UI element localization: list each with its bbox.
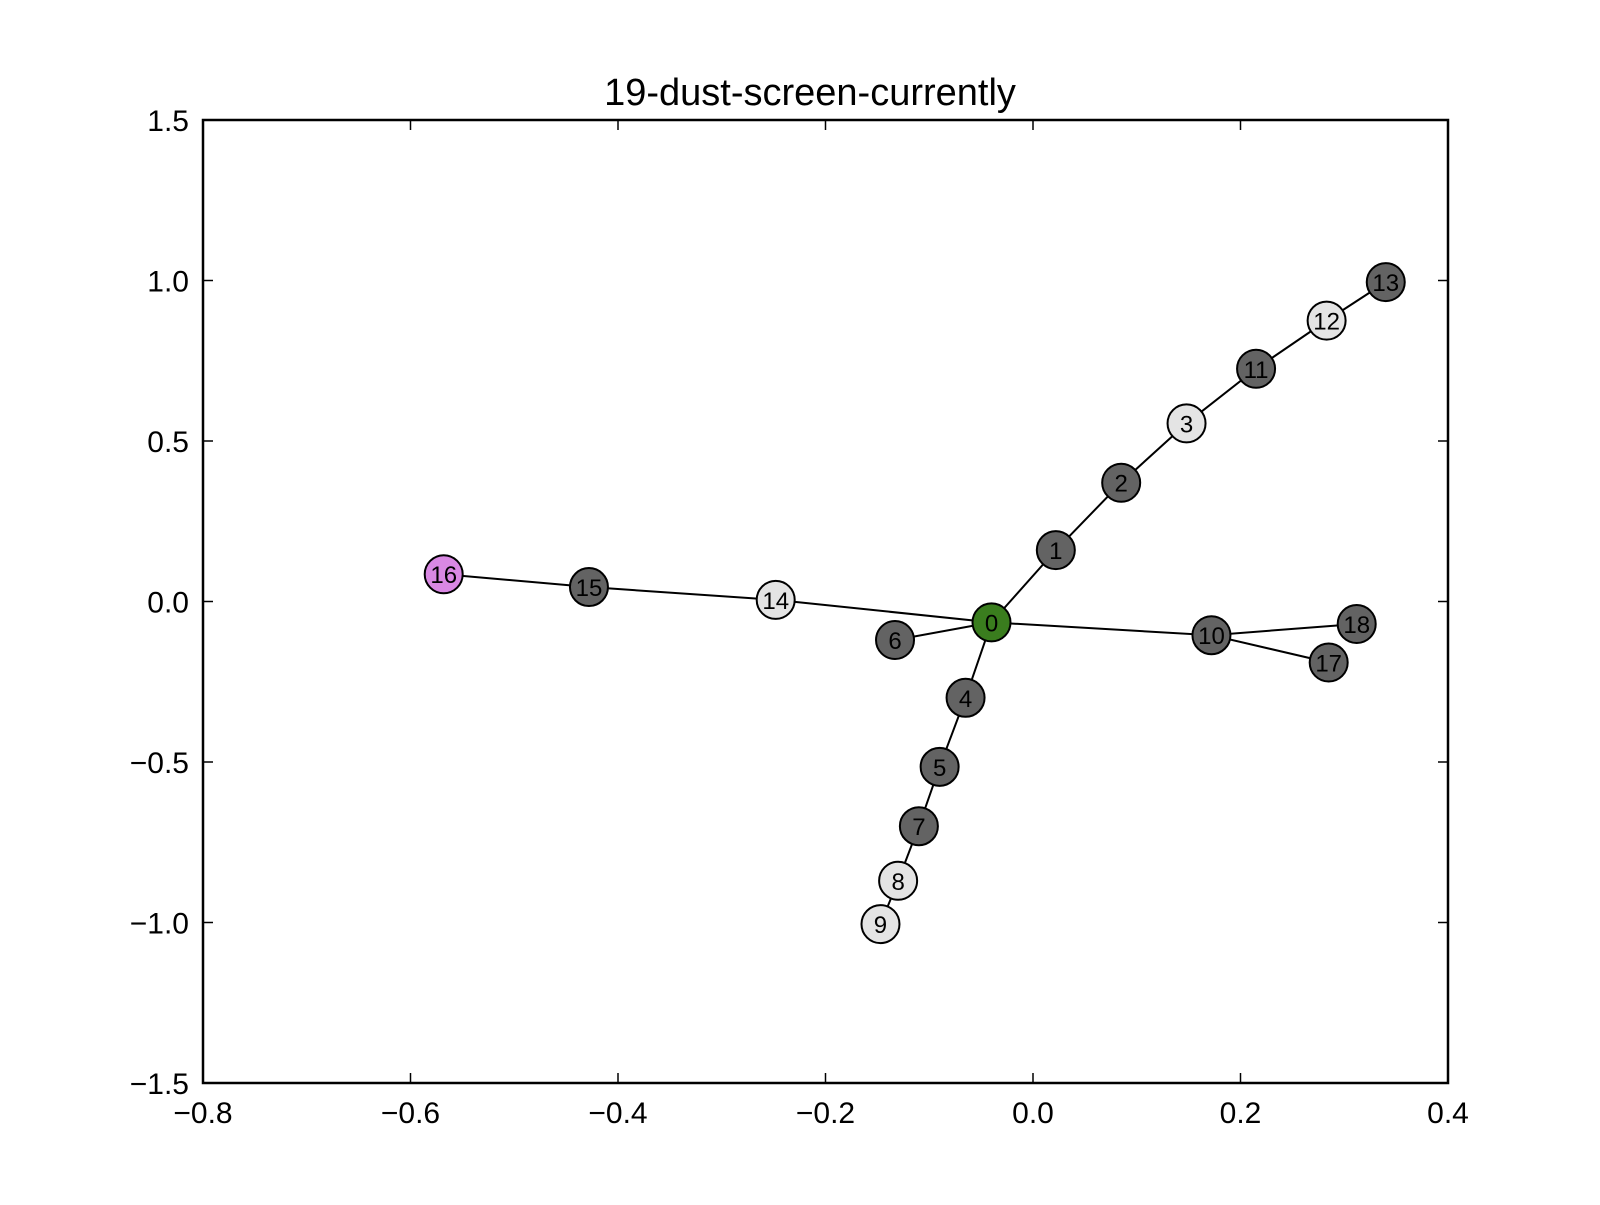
node-label: 7 bbox=[912, 814, 925, 841]
x-tick-label: 0.4 bbox=[1427, 1097, 1469, 1130]
node-label: 0 bbox=[985, 610, 998, 637]
edge-14-15 bbox=[588, 586, 776, 601]
y-tick-label: −1.0 bbox=[130, 908, 189, 941]
node-8: 8 bbox=[878, 860, 919, 901]
node-circle bbox=[1035, 530, 1076, 571]
node-14: 14 bbox=[755, 579, 796, 620]
node-3: 3 bbox=[1166, 403, 1207, 444]
node-label: 2 bbox=[1115, 471, 1128, 498]
node-label: 5 bbox=[933, 755, 946, 782]
node-label: 10 bbox=[1198, 623, 1225, 650]
node-9: 9 bbox=[860, 904, 901, 945]
x-tick-label: 0.2 bbox=[1220, 1097, 1262, 1130]
node-4: 4 bbox=[945, 677, 986, 718]
node-circle bbox=[898, 806, 939, 847]
node-label: 17 bbox=[1315, 650, 1342, 677]
node-circle bbox=[1166, 403, 1207, 444]
edge-10-17 bbox=[1211, 634, 1329, 664]
node-circle bbox=[971, 602, 1012, 643]
node-circle bbox=[1191, 615, 1232, 656]
node-circle bbox=[945, 677, 986, 718]
y-tick-label: 0.0 bbox=[147, 587, 189, 620]
node-16: 16 bbox=[423, 554, 464, 595]
edge-15-16 bbox=[443, 573, 590, 589]
node-circle bbox=[1236, 348, 1277, 389]
node-7: 7 bbox=[898, 806, 939, 847]
node-circle bbox=[423, 554, 464, 595]
node-circle bbox=[875, 620, 916, 661]
node-label: 14 bbox=[762, 588, 789, 615]
node-circle bbox=[755, 579, 796, 620]
y-tick-label: −1.5 bbox=[130, 1068, 189, 1101]
node-2: 2 bbox=[1101, 462, 1142, 503]
node-label: 1 bbox=[1049, 538, 1062, 565]
node-12: 12 bbox=[1306, 300, 1347, 341]
node-label: 11 bbox=[1244, 357, 1269, 384]
node-label: 12 bbox=[1313, 309, 1340, 336]
node-circle bbox=[919, 746, 960, 787]
node-label: 3 bbox=[1180, 411, 1193, 438]
node-label: 15 bbox=[576, 575, 603, 602]
node-label: 6 bbox=[888, 628, 901, 655]
x-tick-label: −0.8 bbox=[173, 1097, 232, 1130]
node-label: 18 bbox=[1343, 612, 1370, 639]
node-circle bbox=[860, 904, 901, 945]
x-tick-label: −0.2 bbox=[796, 1097, 855, 1130]
node-17: 17 bbox=[1308, 642, 1349, 683]
node-5: 5 bbox=[919, 746, 960, 787]
node-circle bbox=[1308, 642, 1349, 683]
ticks-layer: −0.8 −0.6 −0.4 −0.2 0.0 0.2 0.4 1.5 1.0 0.5 0.0 −0.… bbox=[130, 105, 1469, 1130]
x-tick-label: −0.4 bbox=[588, 1097, 647, 1130]
node-13: 13 bbox=[1365, 262, 1406, 303]
node-label: 8 bbox=[891, 869, 904, 896]
chart-title: 19-dust-screen-currently bbox=[604, 72, 1016, 114]
node-0: 0 bbox=[971, 602, 1012, 643]
node-circle bbox=[1365, 262, 1406, 303]
y-tick-label: 1.5 bbox=[147, 105, 189, 138]
axes-frame bbox=[201, 118, 1450, 1085]
y-tick-label: 0.5 bbox=[147, 426, 189, 459]
node-label: 4 bbox=[959, 686, 972, 713]
node-18: 18 bbox=[1336, 603, 1377, 644]
node-6: 6 bbox=[875, 620, 916, 661]
x-tick-label: 0.0 bbox=[1012, 1097, 1054, 1130]
node-15: 15 bbox=[568, 567, 609, 608]
node-circle bbox=[1306, 300, 1347, 341]
x-tick-label: −0.6 bbox=[381, 1097, 440, 1130]
y-tick-label: −0.5 bbox=[130, 747, 189, 780]
node-1: 1 bbox=[1035, 530, 1076, 571]
edge-10-18 bbox=[1211, 622, 1357, 637]
y-tick-label: 1.0 bbox=[147, 266, 189, 299]
node-10: 10 bbox=[1191, 615, 1232, 656]
node-circle bbox=[568, 567, 609, 608]
node-circle bbox=[1101, 462, 1142, 503]
node-label: 13 bbox=[1372, 270, 1399, 297]
node-label: 16 bbox=[430, 562, 457, 589]
node-circle bbox=[1336, 603, 1377, 644]
node-circle bbox=[878, 860, 919, 901]
edge-0-10 bbox=[991, 621, 1212, 637]
edge-0-14 bbox=[775, 598, 992, 624]
node-label: 9 bbox=[874, 912, 887, 939]
node-11: 11 bbox=[1236, 348, 1277, 389]
